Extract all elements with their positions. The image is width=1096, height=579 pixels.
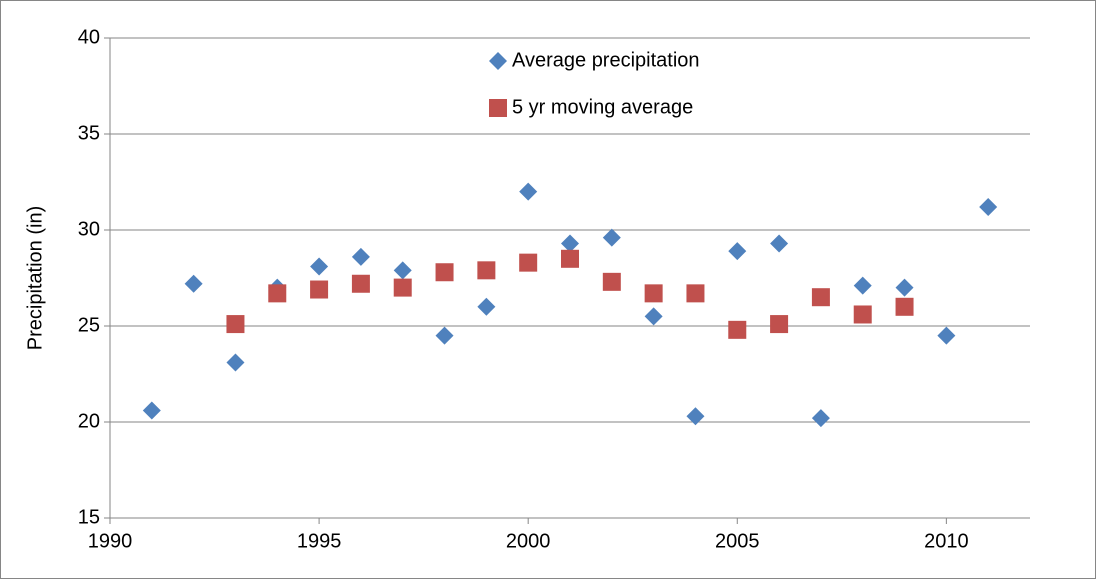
y-tick-label: 35 bbox=[78, 122, 100, 144]
marker bbox=[895, 297, 914, 316]
marker bbox=[686, 284, 705, 303]
marker bbox=[226, 315, 245, 334]
x-tick-label: 2010 bbox=[924, 530, 969, 552]
marker bbox=[686, 407, 705, 426]
marker bbox=[728, 320, 747, 339]
legend-label: 5 yr moving average bbox=[512, 96, 693, 118]
marker bbox=[435, 263, 454, 282]
marker bbox=[393, 261, 412, 280]
marker bbox=[561, 234, 579, 253]
marker bbox=[895, 278, 914, 297]
marker bbox=[351, 247, 370, 266]
x-tick-label: 2000 bbox=[506, 530, 551, 552]
legend-marker bbox=[489, 99, 507, 117]
x-tick-label: 1995 bbox=[297, 530, 342, 552]
marker bbox=[853, 305, 872, 324]
x-tick-label: 1990 bbox=[88, 530, 133, 552]
marker bbox=[979, 197, 998, 216]
marker bbox=[811, 409, 830, 428]
marker bbox=[268, 284, 287, 303]
marker bbox=[184, 274, 203, 293]
y-tick-label: 25 bbox=[78, 314, 100, 336]
marker bbox=[519, 182, 538, 201]
marker bbox=[393, 278, 412, 297]
marker bbox=[561, 249, 579, 268]
marker bbox=[644, 307, 663, 326]
y-tick-label: 15 bbox=[78, 506, 100, 528]
legend-label: Average precipitation bbox=[512, 49, 700, 71]
marker bbox=[728, 242, 747, 261]
marker bbox=[477, 297, 496, 316]
marker bbox=[811, 288, 830, 307]
x-tick-label: 2005 bbox=[715, 530, 760, 552]
y-axis-label: Precipitation (in) bbox=[24, 206, 46, 351]
y-tick-label: 20 bbox=[78, 410, 100, 432]
marker bbox=[602, 272, 621, 291]
marker bbox=[770, 234, 789, 253]
marker bbox=[602, 228, 621, 247]
marker bbox=[310, 280, 329, 299]
marker bbox=[351, 274, 370, 293]
marker bbox=[770, 315, 789, 334]
marker bbox=[853, 276, 872, 295]
marker bbox=[519, 253, 538, 272]
marker bbox=[644, 284, 663, 303]
marker bbox=[226, 353, 245, 372]
y-tick-label: 40 bbox=[78, 26, 100, 48]
marker bbox=[937, 326, 956, 345]
marker bbox=[310, 257, 329, 276]
legend-marker bbox=[489, 52, 507, 70]
y-tick-label: 30 bbox=[78, 218, 100, 240]
marker bbox=[435, 326, 454, 345]
marker bbox=[142, 401, 161, 420]
marker bbox=[477, 261, 496, 280]
